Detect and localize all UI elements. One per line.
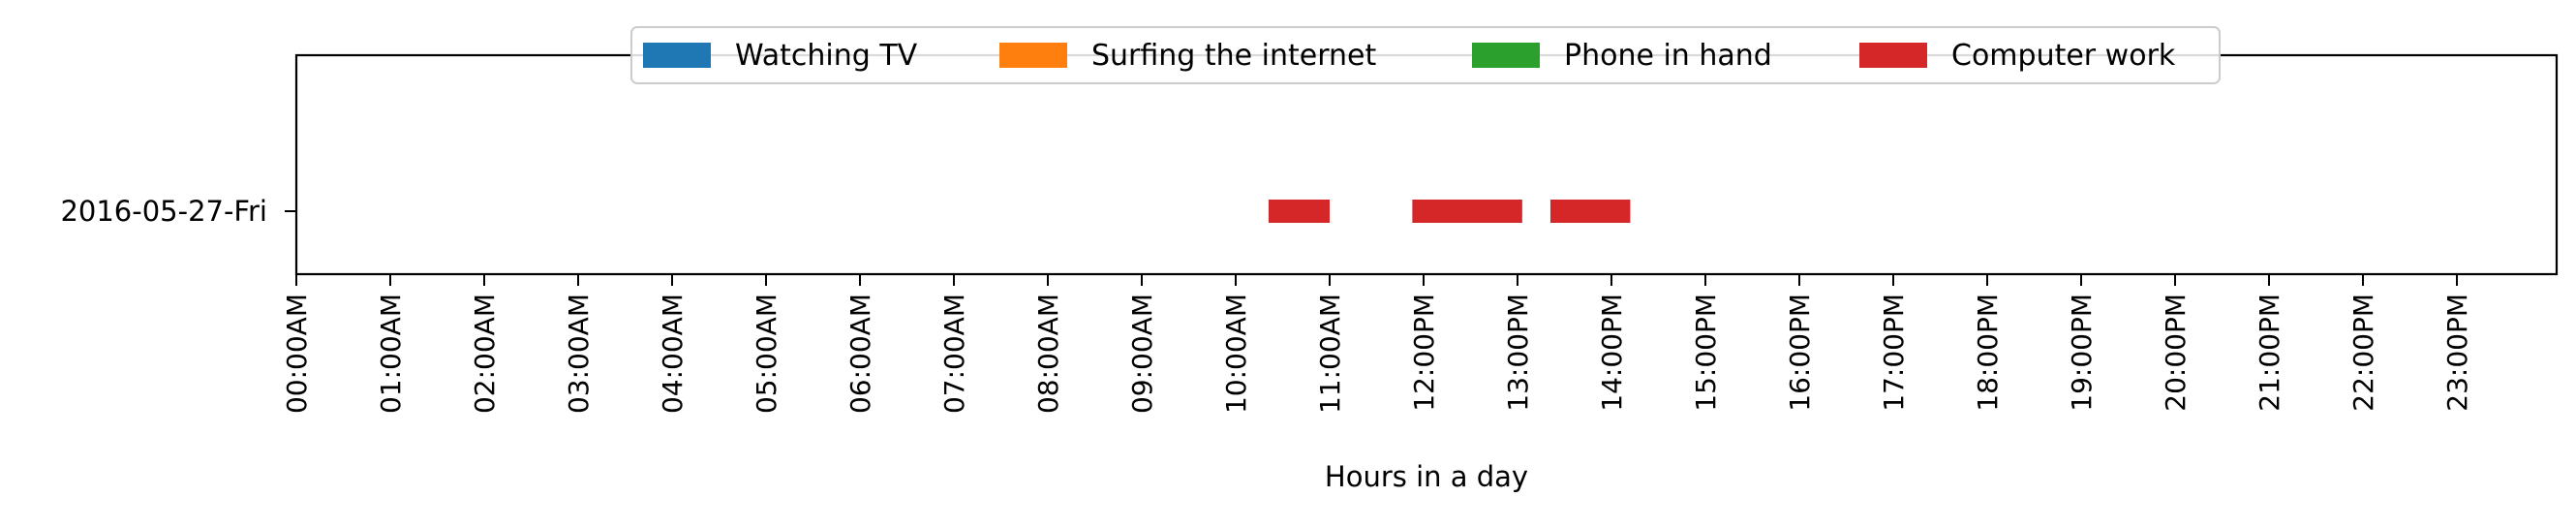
x-tick-label: 10:00AM: [1220, 294, 1252, 414]
legend-label: Watching TV: [735, 39, 918, 73]
legend-label: Phone in hand: [1564, 39, 1772, 73]
bars-layer: [1268, 200, 1631, 223]
x-tick-label: 09:00AM: [1126, 294, 1158, 414]
x-tick-label: 22:00PM: [2347, 294, 2379, 412]
x-tick-label: 18:00PM: [1972, 294, 2004, 412]
legend: Watching TV Surfing the internet Phone in …: [630, 26, 2221, 84]
x-tick-label: 21:00PM: [2254, 294, 2285, 412]
x-axis-label: Hours in a day: [1325, 460, 1528, 493]
x-tick-label: 19:00PM: [2066, 294, 2098, 412]
x-tick-label: 01:00AM: [375, 294, 407, 414]
x-tick-label: 03:00AM: [563, 294, 595, 414]
x-axis: 00:00AM 01:00AM 02:00AM 03:00AM 04:00AM 05:00…: [281, 274, 2473, 414]
legend-swatch: [1472, 43, 1540, 68]
y-axis: 2016-05-27-Fri: [60, 195, 296, 228]
bar-computer-work-1: [1412, 200, 1522, 223]
x-tick-label: 07:00AM: [938, 294, 970, 414]
legend-label: Computer work: [1951, 39, 2176, 73]
x-tick-label: 08:00AM: [1032, 294, 1064, 414]
x-tick-label: 12:00PM: [1408, 294, 1440, 412]
x-tick-label: 05:00AM: [751, 294, 782, 414]
legend-label: Surfing the internet: [1091, 39, 1376, 73]
x-tick-label: 13:00PM: [1502, 294, 1534, 412]
plot-frame: [294, 53, 2559, 276]
bar-computer-work-2: [1549, 200, 1631, 223]
x-tick-label: 16:00PM: [1784, 294, 1816, 412]
x-tick-label: 11:00AM: [1314, 294, 1346, 414]
legend-box: [630, 26, 2221, 84]
x-tick-label: 06:00AM: [844, 294, 876, 414]
x-tick-label: 20:00PM: [2160, 294, 2192, 412]
x-tick-label: 04:00AM: [657, 294, 689, 414]
x-tick-label: 00:00AM: [281, 294, 313, 414]
bar-computer-work-0: [1268, 200, 1330, 223]
x-tick-label: 02:00AM: [469, 294, 501, 414]
x-tick-label: 17:00PM: [1878, 294, 1910, 412]
legend-swatch: [1859, 43, 1927, 68]
x-tick-label: 14:00PM: [1596, 294, 1628, 412]
x-tick-label: 15:00PM: [1690, 294, 1722, 412]
y-tick-label: 2016-05-27-Fri: [60, 195, 267, 228]
x-tick-label: 23:00PM: [2441, 294, 2473, 412]
legend-swatch: [643, 43, 711, 68]
legend-swatch: [999, 43, 1067, 68]
